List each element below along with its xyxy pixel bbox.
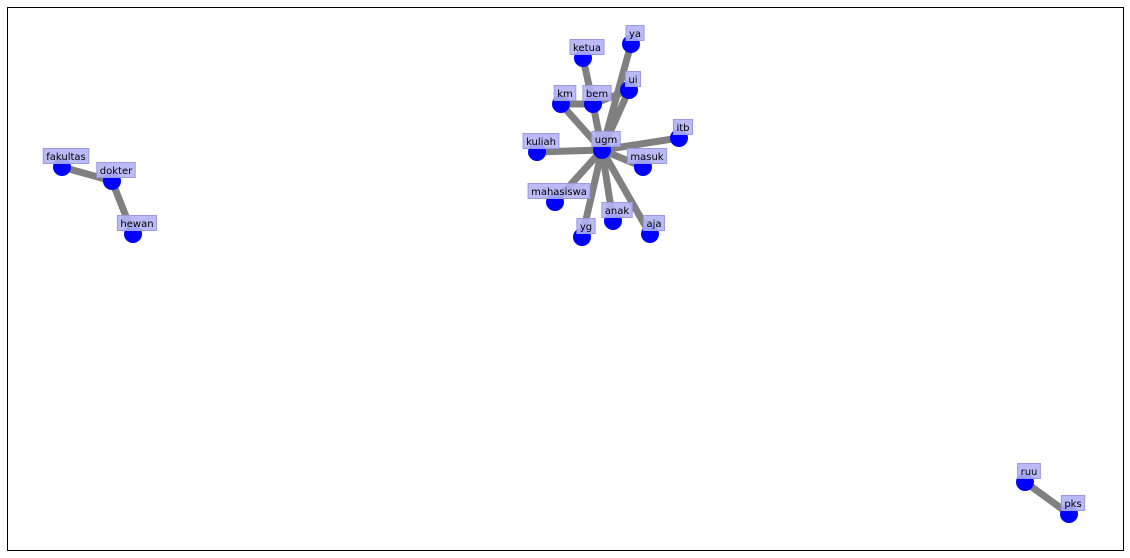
- node-label-box: [672, 119, 694, 135]
- node-label-ui: ui: [624, 71, 642, 87]
- node-label-text: bem: [586, 89, 608, 100]
- node-label-dokter: dokter: [96, 162, 136, 178]
- node-label-text: fakultas: [46, 152, 86, 163]
- node-label-box: [625, 25, 645, 41]
- node-label-box: [1017, 463, 1041, 479]
- node-label-aja: aja: [642, 215, 666, 231]
- node-label-box: [522, 133, 560, 149]
- node-label-text: masuk: [630, 152, 663, 163]
- node-label-box: [116, 215, 158, 231]
- node-label-text: km: [557, 89, 573, 100]
- node-label-mahasiswa: mahasiswa: [527, 183, 591, 199]
- labels-layer: ugm itb masuk aja anak yg mahasiswa kuliah km bem…: [42, 25, 1086, 511]
- node-label-km: km: [553, 85, 577, 101]
- node-label-box: [553, 85, 577, 101]
- node-label-box: [569, 39, 605, 55]
- node-label-box: [601, 202, 633, 218]
- node-label-text: anak: [605, 206, 630, 217]
- node-label-box: [624, 71, 642, 87]
- node-label-ketua: ketua: [569, 39, 605, 55]
- node-label-box: [42, 148, 90, 164]
- node-label-pks: pks: [1060, 495, 1086, 511]
- node-label-text: ruu: [1021, 467, 1038, 478]
- node-label-text: hewan: [120, 219, 153, 230]
- node-label-kuliah: kuliah: [522, 133, 560, 149]
- node-label-itb: itb: [672, 119, 694, 135]
- edge-ugm-aja: [598, 148, 654, 236]
- node-label-box: [576, 218, 596, 234]
- node-label-text: ketua: [573, 43, 601, 54]
- edge-ugm-itb: [601, 134, 680, 154]
- node-label-masuk: masuk: [626, 148, 668, 164]
- node-label-ugm: ugm: [591, 131, 621, 147]
- node-label-text: kuliah: [526, 137, 556, 148]
- node-label-ya: ya: [625, 25, 645, 41]
- node-label-text: dokter: [100, 166, 133, 177]
- node-label-text: ugm: [595, 135, 617, 146]
- node-label-box: [642, 215, 666, 231]
- edge-ugm-kuliah: [536, 146, 603, 156]
- node-label-text: itb: [676, 123, 689, 134]
- node-label-anak: anak: [601, 202, 633, 218]
- node-label-yg: yg: [576, 218, 596, 234]
- node-label-text: pks: [1064, 499, 1081, 510]
- node-label-box: [527, 183, 591, 199]
- node-label-fakultas: fakultas: [42, 148, 90, 164]
- node-label-text: ui: [628, 75, 637, 86]
- node-label-box: [1060, 495, 1086, 511]
- node-label-text: aja: [646, 219, 661, 230]
- node-label-box: [582, 85, 612, 101]
- node-label-bem: bem: [582, 85, 612, 101]
- node-label-text: ya: [629, 29, 641, 40]
- node-label-box: [591, 131, 621, 147]
- node-label-box: [96, 162, 136, 178]
- node-label-ruu: ruu: [1017, 463, 1041, 479]
- node-label-text: mahasiswa: [531, 187, 587, 198]
- node-label-hewan: hewan: [116, 215, 158, 231]
- node-label-box: [626, 148, 668, 164]
- node-label-text: yg: [580, 222, 592, 233]
